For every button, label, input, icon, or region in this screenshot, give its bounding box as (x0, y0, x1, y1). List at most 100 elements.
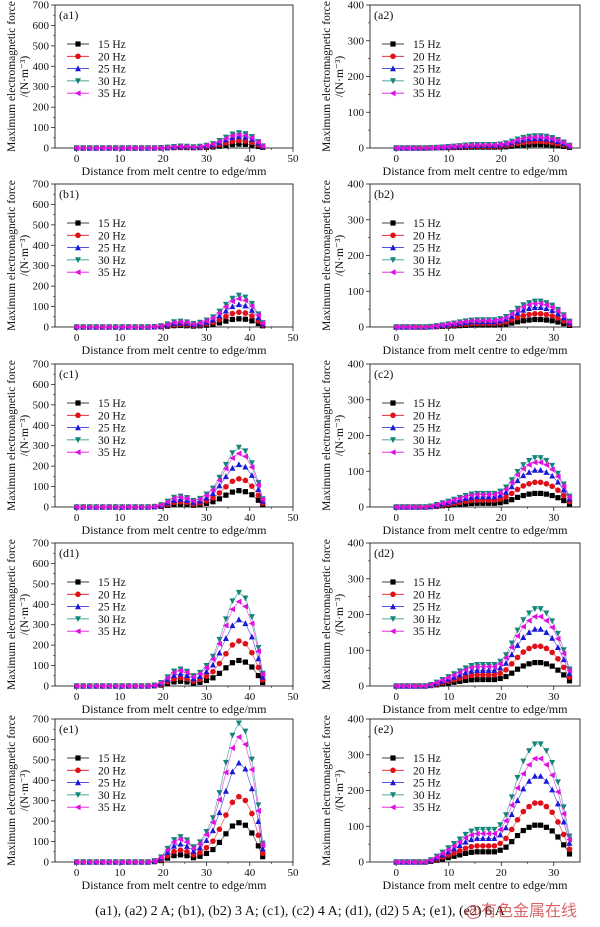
legend-label: 35 Hz (413, 802, 441, 814)
data-point (468, 664, 474, 671)
data-point (138, 683, 145, 689)
data-point (433, 144, 440, 151)
data-point (235, 720, 242, 727)
data-point (183, 143, 190, 150)
data-point (456, 847, 463, 854)
data-point (210, 499, 216, 505)
legend-label: 20 Hz (98, 51, 126, 63)
legend-label: 25 Hz (98, 64, 126, 76)
data-point (416, 859, 422, 865)
data-point (260, 854, 266, 860)
x-tick-label: 0 (74, 691, 80, 703)
data-point (433, 679, 440, 686)
data-point (248, 472, 255, 478)
data-point (229, 598, 236, 605)
legend-marker (74, 449, 81, 456)
x-tick-label: 10 (114, 332, 126, 344)
legend-label: 20 Hz (413, 589, 441, 601)
data-point (229, 478, 236, 485)
data-point (526, 629, 533, 635)
data-point (216, 138, 223, 145)
data-point (554, 308, 561, 315)
y-tick-label: 400 (348, 359, 365, 371)
data-point (537, 466, 544, 473)
data-point (236, 137, 242, 144)
data-point (164, 846, 171, 853)
data-point (248, 464, 255, 471)
data-point (223, 650, 229, 657)
data-point (555, 487, 561, 493)
legend-label: 30 Hz (98, 790, 126, 802)
data-point (532, 479, 538, 486)
data-point (223, 831, 229, 837)
data-point (555, 495, 561, 501)
data-point (508, 794, 515, 801)
data-point (177, 852, 184, 858)
data-point (92, 324, 99, 330)
y-tick-label: 200 (33, 816, 50, 828)
data-point (398, 683, 405, 689)
data-point (421, 859, 428, 865)
data-point (462, 834, 469, 841)
data-point (526, 748, 533, 755)
data-point (543, 645, 550, 652)
data-point (497, 489, 503, 496)
y-tick-label: 500 (33, 219, 50, 231)
legend-label: 30 Hz (413, 614, 441, 626)
data-point (229, 489, 236, 495)
data-point (560, 486, 567, 493)
data-point (520, 785, 527, 792)
plot-frame (54, 4, 294, 149)
legend-label: 35 Hz (98, 447, 126, 459)
data-point (235, 598, 242, 605)
data-point (479, 667, 486, 673)
data-point (190, 855, 197, 861)
data-point (462, 845, 469, 852)
data-point (105, 324, 112, 330)
legend-label: 15 Hz (98, 398, 126, 410)
data-point (497, 831, 504, 838)
legend-marker (390, 616, 396, 623)
data-point (404, 683, 411, 689)
data-point (190, 673, 197, 680)
legend-label: 15 Hz (413, 218, 441, 230)
data-point (531, 755, 538, 762)
data-point (509, 670, 515, 676)
data-point (491, 672, 498, 678)
data-point (566, 678, 573, 684)
y-tick-label: 400 (33, 599, 50, 611)
data-point (468, 500, 474, 507)
legend-label: 30 Hz (413, 435, 441, 447)
legend-label: 30 Hz (98, 614, 126, 626)
y-tick-label: 0 (44, 857, 50, 869)
y-tick-label: 100 (33, 481, 50, 493)
data-point (164, 674, 171, 681)
x-tick-label: 20 (158, 153, 170, 165)
data-point (561, 672, 567, 678)
x-tick-label: 10 (114, 691, 126, 703)
data-point (543, 617, 549, 624)
data-point (479, 835, 486, 842)
data-point (566, 851, 573, 857)
data-point (543, 761, 549, 768)
data-point (538, 316, 544, 323)
data-point (86, 504, 93, 510)
data-point (125, 504, 132, 510)
data-point (164, 498, 171, 505)
data-point (554, 473, 561, 480)
data-point (520, 623, 526, 630)
y-tick-label: 100 (348, 645, 365, 657)
data-point (468, 843, 475, 850)
data-point (485, 835, 492, 842)
data-point (259, 850, 266, 857)
data-point (393, 145, 399, 151)
data-point (531, 773, 538, 779)
data-point (497, 822, 504, 829)
data-point (190, 847, 197, 854)
data-point (203, 828, 210, 835)
data-point (131, 859, 138, 865)
data-point (479, 141, 486, 148)
data-point (210, 495, 216, 501)
data-point (79, 324, 86, 330)
y-tick-label: 200 (348, 785, 365, 797)
